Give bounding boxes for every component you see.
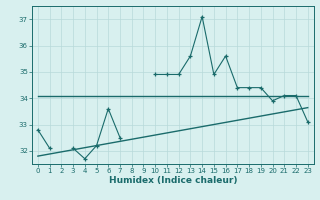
X-axis label: Humidex (Indice chaleur): Humidex (Indice chaleur) [108,176,237,185]
